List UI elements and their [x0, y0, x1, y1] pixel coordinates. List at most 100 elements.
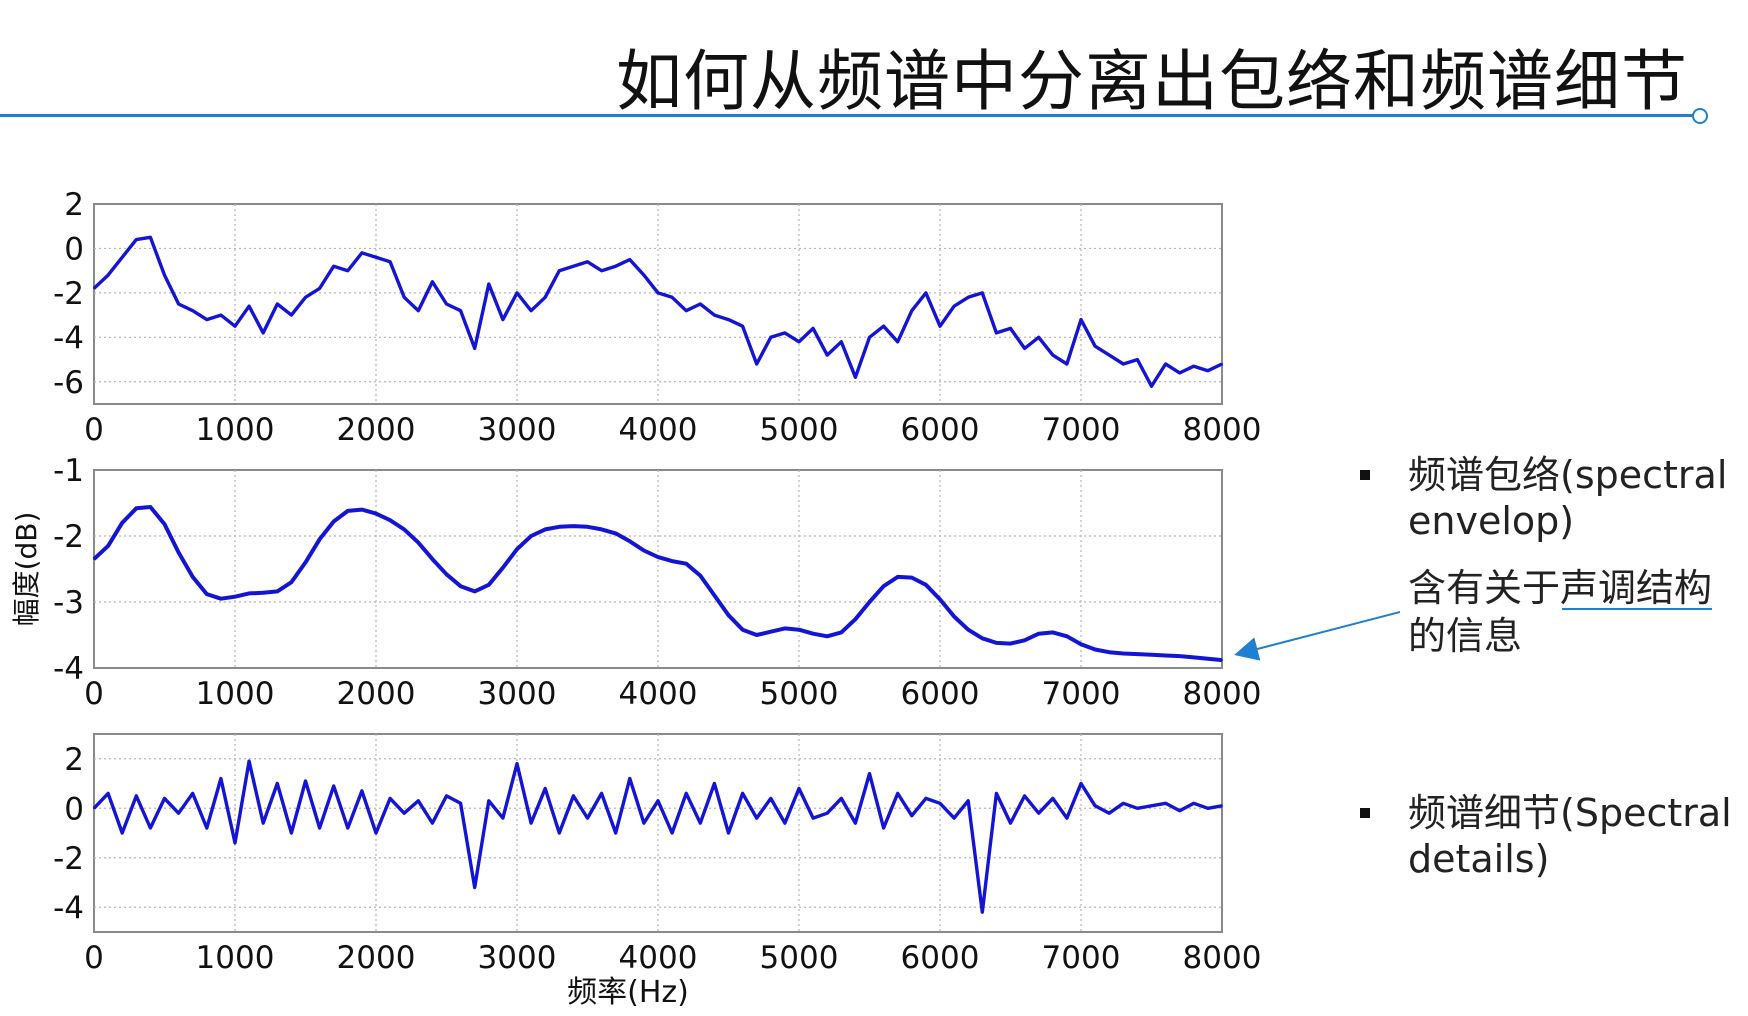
- x-tick-label: 4000: [619, 412, 698, 448]
- envelope-data-point: [925, 583, 927, 586]
- details-data-point: [262, 822, 265, 824]
- y-tick-label: 2: [64, 742, 84, 778]
- x-tick-label: 2000: [337, 676, 416, 712]
- spectrum-data-point: [248, 305, 251, 308]
- x-axis-label: 频率(Hz): [567, 975, 689, 1010]
- x-tick-label: 5000: [760, 412, 839, 448]
- envelope-data-point: [1164, 654, 1167, 657]
- envelope-data-point: [713, 594, 716, 597]
- envelope-data-point: [445, 573, 448, 576]
- envelope-data-point: [93, 558, 95, 560]
- spectrum-data-point: [657, 291, 659, 294]
- spectrum-data-point: [854, 376, 857, 379]
- details-data-point: [1164, 802, 1167, 805]
- envelope-data-point: [459, 585, 462, 588]
- spectrum-data-point: [1136, 358, 1139, 361]
- details-data-point: [361, 790, 363, 792]
- spectrum-data-point: [755, 363, 758, 365]
- details-data-point: [1122, 802, 1125, 805]
- x-tick-label: 2000: [337, 940, 416, 976]
- spectrum-data-point: [1207, 369, 1209, 372]
- spectrum-data-point: [671, 296, 673, 299]
- spectrum-data-point: [516, 291, 518, 294]
- spectrum-data-point: [572, 265, 575, 268]
- envelope-data-point: [614, 532, 617, 535]
- envelope-data-point: [332, 520, 335, 523]
- details-data-point: [346, 827, 349, 829]
- plot-frame-2: [93, 469, 1223, 669]
- spectrum-data-point: [614, 265, 617, 268]
- envelope-data-point: [389, 519, 391, 522]
- details-data-point: [1051, 797, 1054, 800]
- details-data-point: [276, 782, 279, 785]
- details-data-point: [939, 802, 941, 805]
- spectrum-data-point: [1221, 363, 1223, 365]
- y-tick-label: -4: [53, 651, 84, 687]
- details-data-point: [1207, 807, 1209, 810]
- envelope-data-point: [769, 630, 772, 633]
- x-tick-label: 7000: [1042, 676, 1121, 712]
- x-tick-label: 7000: [1042, 412, 1121, 448]
- x-tick-label: 6000: [901, 412, 980, 448]
- envelope-data-point: [107, 545, 109, 547]
- details-data-point: [699, 822, 702, 824]
- envelope-data-point: [910, 576, 913, 579]
- spectrum-data-point: [304, 296, 307, 299]
- spectrum-data-point: [346, 269, 349, 272]
- spectrum-data-point: [205, 318, 208, 321]
- envelope-data-point: [121, 521, 124, 524]
- spectrum-data-point: [995, 331, 998, 334]
- details-data-point: [657, 799, 659, 802]
- y-tick-label: 2: [64, 187, 84, 223]
- details-data-point: [1066, 817, 1068, 820]
- spectrum-data-point: [262, 331, 265, 334]
- spectrum-data-point: [1080, 318, 1082, 321]
- spectrum-data-point: [896, 340, 899, 343]
- y-tick-label: -2: [53, 276, 84, 312]
- details-data-point: [769, 797, 772, 800]
- envelope-data-point: [1080, 643, 1082, 646]
- y-tick-label: -4: [53, 890, 84, 926]
- details-data-point: [784, 822, 786, 824]
- bullet-envelope-text: 频谱包络(spectral envelop): [1408, 453, 1728, 543]
- details-data-point: [459, 802, 462, 805]
- envelope-data-point: [784, 627, 786, 630]
- x-tick-label: 5000: [760, 940, 839, 976]
- envelope-data-point: [318, 538, 321, 541]
- spectrum-data-point: [713, 314, 716, 317]
- x-tick-label: 0: [84, 412, 104, 448]
- details-data-point: [445, 794, 448, 797]
- spectrum-data-point: [163, 274, 166, 277]
- bullet-details-text: 频谱细节(Spectral details): [1408, 791, 1732, 881]
- spectrum-data-point: [798, 340, 800, 343]
- details-data-point: [1108, 812, 1111, 815]
- details-data-point: [516, 762, 518, 765]
- envelope-data-point: [939, 598, 941, 601]
- spectrum-data-point: [812, 327, 814, 330]
- envelope-data-point: [1221, 659, 1223, 661]
- details-data-point: [304, 780, 307, 782]
- spectrum-data-point: [1094, 345, 1096, 348]
- details-data-point: [727, 832, 730, 834]
- x-tick-label: 1000: [196, 940, 275, 976]
- spectrum-data-point: [741, 325, 744, 328]
- spectrum-data-point: [417, 309, 420, 312]
- spectrum-data-point: [1164, 363, 1167, 365]
- details-data-point: [882, 827, 885, 829]
- envelope-data-point: [191, 576, 194, 578]
- envelope-data-point: [516, 548, 518, 551]
- title-rule-endpoint: [1692, 108, 1708, 124]
- details-data-point: [234, 842, 236, 844]
- envelope-data-point: [981, 637, 984, 640]
- spectrum-data-point: [840, 340, 843, 343]
- details-data-point: [1136, 807, 1139, 810]
- spectrum-data-point: [431, 280, 434, 283]
- details-data-point: [840, 797, 843, 800]
- details-data-point: [1221, 804, 1223, 807]
- spectrum-data-point: [544, 296, 547, 299]
- y-tick-label: -6: [53, 365, 84, 401]
- spectrum-data-point: [1178, 371, 1181, 374]
- envelope-data-point: [1122, 652, 1125, 655]
- y-tick-label: -1: [53, 453, 84, 489]
- details-data-point: [628, 777, 631, 780]
